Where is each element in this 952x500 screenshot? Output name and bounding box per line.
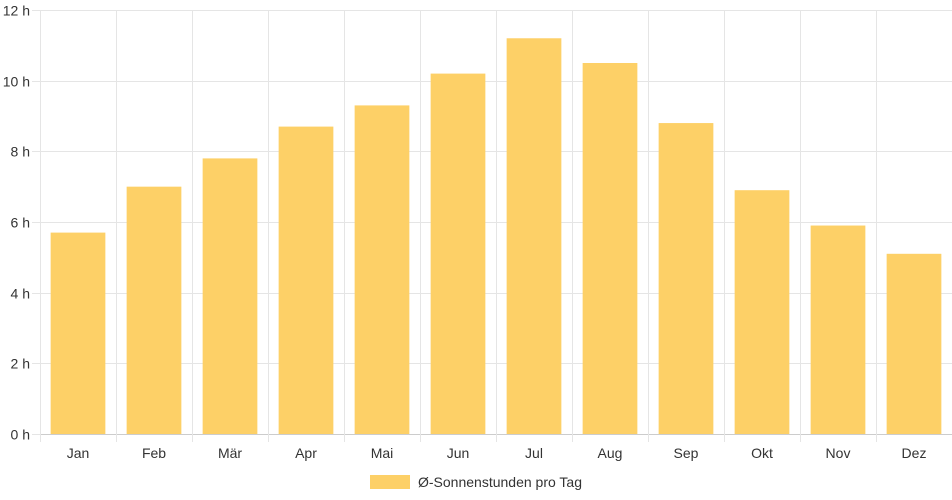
bar-Okt[interactable]	[734, 190, 790, 434]
x-tick-label: Aug	[598, 445, 623, 461]
x-tick-label: Jan	[67, 445, 90, 461]
x-tick-label: Okt	[751, 445, 773, 461]
y-tick-label: 6 h	[11, 215, 30, 231]
x-tick-label: Apr	[295, 445, 317, 461]
bar-Nov[interactable]	[810, 225, 866, 434]
bar-Apr[interactable]	[278, 126, 334, 434]
x-tick-label: Dez	[902, 445, 927, 461]
y-tick-label: 4 h	[11, 286, 30, 302]
x-tick-label: Jul	[525, 445, 543, 461]
y-axis-ticks: 0 h 2 h 4 h 6 h 8 h 10 h 12 h	[3, 3, 30, 443]
x-tick-label: Nov	[826, 445, 851, 461]
y-tick-label: 2 h	[11, 356, 30, 372]
x-axis-ticks: Jan Feb Mär Apr Mai Jun Jul Aug Sep Okt Nov Dez	[67, 445, 927, 461]
bar-Feb[interactable]	[126, 186, 182, 434]
legend-swatch	[370, 475, 410, 489]
legend-label: Ø-Sonnenstunden pro Tag	[418, 474, 582, 490]
y-tick-label: 8 h	[11, 144, 30, 160]
bar-Mär[interactable]	[202, 158, 258, 434]
y-tick-label: 10 h	[3, 74, 30, 90]
x-tick-label: Mär	[218, 445, 242, 461]
bar-Sep[interactable]	[658, 123, 714, 435]
bars	[50, 38, 942, 435]
x-tick-label: Mai	[371, 445, 394, 461]
y-tick-label: 12 h	[3, 3, 30, 19]
x-tick-label: Sep	[674, 445, 699, 461]
bar-Mai[interactable]	[354, 105, 410, 435]
grid	[32, 10, 952, 442]
bar-Jul[interactable]	[506, 38, 562, 435]
bar-Jun[interactable]	[430, 73, 486, 434]
x-tick-label: Jun	[447, 445, 470, 461]
bar-Jan[interactable]	[50, 232, 106, 434]
bar-Aug[interactable]	[582, 63, 638, 434]
bar-Dez[interactable]	[886, 253, 942, 434]
x-tick-label: Feb	[142, 445, 166, 461]
y-tick-label: 0 h	[11, 427, 30, 443]
legend[interactable]: Ø-Sonnenstunden pro Tag	[370, 474, 582, 490]
